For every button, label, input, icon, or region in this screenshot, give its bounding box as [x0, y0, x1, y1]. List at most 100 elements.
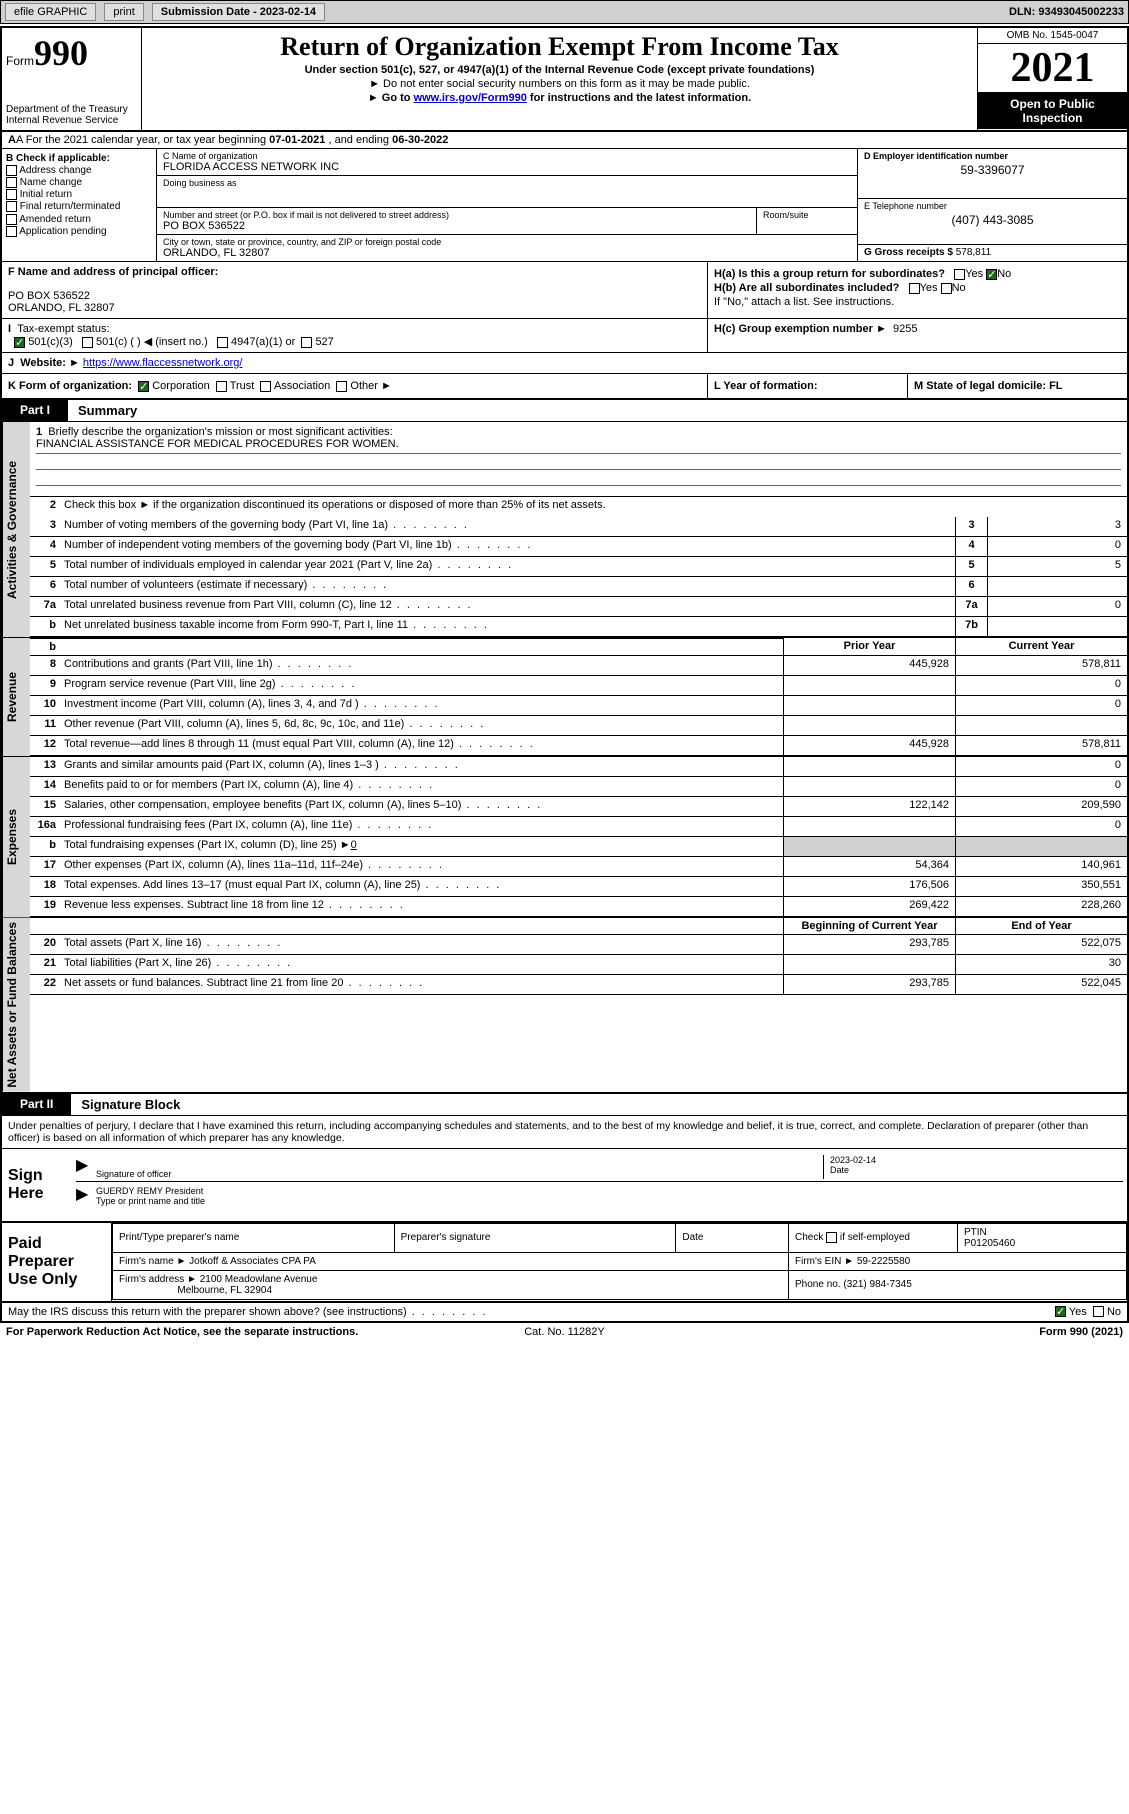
mission-blank2: [36, 470, 1121, 486]
chk-app-pending[interactable]: Application pending: [6, 226, 152, 237]
prior-value: 293,785: [783, 975, 955, 994]
line-text: Investment income (Part VIII, column (A)…: [60, 696, 783, 715]
hb-note: If "No," attach a list. See instructions…: [714, 296, 1121, 308]
prior-value: 122,142: [783, 797, 955, 816]
mission-block: 1 Briefly describe the organization's mi…: [30, 422, 1127, 497]
form-note-ssn: Do not enter social security numbers on …: [148, 78, 971, 90]
firm-phone: (321) 984-7345: [843, 1279, 911, 1290]
prior-value: [783, 696, 955, 715]
summary-line-11: 11Other revenue (Part VIII, column (A), …: [30, 716, 1127, 736]
begin-year-hdr: Beginning of Current Year: [783, 918, 955, 934]
current-value: 578,811: [955, 736, 1127, 755]
summary-line-18: 18Total expenses. Add lines 13–17 (must …: [30, 877, 1127, 897]
line-text: Benefits paid to or for members (Part IX…: [60, 777, 783, 796]
summary-line-16a: 16aProfessional fundraising fees (Part I…: [30, 817, 1127, 837]
chk-trust[interactable]: [216, 381, 227, 392]
line-text: Revenue less expenses. Subtract line 18 …: [60, 897, 783, 916]
chk-name-change[interactable]: Name change: [6, 177, 152, 188]
print-button[interactable]: print: [104, 3, 143, 21]
summary-line-12: 12Total revenue—add lines 8 through 11 (…: [30, 736, 1127, 756]
officer-name: GUERDY REMY President: [96, 1186, 203, 1196]
chk-501c3[interactable]: [14, 337, 25, 348]
form-990: Form990 Department of the Treasury Inter…: [0, 26, 1129, 1323]
prior-value: [783, 676, 955, 695]
chk-amended[interactable]: Amended return: [6, 214, 152, 225]
row-a-mid: , and ending: [325, 134, 392, 146]
header-center: Return of Organization Exempt From Incom…: [142, 28, 977, 130]
m-label: M State of legal domicile: FL: [914, 380, 1063, 392]
room-suite-label: Room/suite: [757, 208, 857, 234]
row-fh: F Name and address of principal officer:…: [2, 262, 1127, 319]
current-value: 0: [955, 676, 1127, 695]
mission-blank1: [36, 454, 1121, 470]
section-m: M State of legal domicile: FL: [907, 374, 1127, 398]
chk-501c[interactable]: [82, 337, 93, 348]
website-link[interactable]: https://www.flaccessnetwork.org/: [83, 357, 243, 369]
summary-expenses: Expenses 13Grants and similar amounts pa…: [2, 756, 1127, 917]
firm-addr2: Melbourne, FL 32904: [177, 1285, 272, 1296]
summary-governance: Activities & Governance 1 Briefly descri…: [2, 422, 1127, 637]
chk-initial-return[interactable]: Initial return: [6, 189, 152, 200]
prior-year-hdr: Prior Year: [783, 638, 955, 655]
prior-value: 54,364: [783, 857, 955, 876]
line-num: 22: [30, 975, 60, 994]
pra-notice: For Paperwork Reduction Act Notice, see …: [6, 1326, 378, 1338]
discuss-no[interactable]: [1093, 1306, 1104, 1317]
hb-no[interactable]: [941, 283, 952, 294]
line-text: Other revenue (Part VIII, column (A), li…: [60, 716, 783, 735]
vtab-net-assets: Net Assets or Fund Balances: [2, 918, 30, 1092]
line-text: Contributions and grants (Part VIII, lin…: [60, 656, 783, 675]
summary-revenue: Revenue b Prior Year Current Year 8Contr…: [2, 637, 1127, 756]
chk-other[interactable]: [336, 381, 347, 392]
hc-label: H(c) Group exemption number ►: [714, 323, 887, 335]
chk-self-employed[interactable]: [826, 1232, 837, 1243]
prior-value: [783, 817, 955, 836]
current-value: 350,551: [955, 877, 1127, 896]
line-text: Total number of volunteers (estimate if …: [60, 577, 955, 596]
col-b: B Check if applicable: Address change Na…: [2, 149, 157, 261]
sig-date-cell: 2023-02-14 Date: [823, 1155, 1123, 1179]
chk-assoc[interactable]: [260, 381, 271, 392]
current-value: 578,811: [955, 656, 1127, 675]
section-f: F Name and address of principal officer:…: [2, 262, 707, 318]
summary-line-16b: bTotal fundraising expenses (Part IX, co…: [30, 837, 1127, 857]
ha-no[interactable]: [986, 269, 997, 280]
line-text: Number of independent voting members of …: [60, 537, 955, 556]
ha-yes[interactable]: [954, 269, 965, 280]
chk-corp[interactable]: [138, 381, 149, 392]
summary-line-9: 9Program service revenue (Part VIII, lin…: [30, 676, 1127, 696]
chk-final-return[interactable]: Final return/terminated: [6, 201, 152, 212]
prior-value: 445,928: [783, 656, 955, 675]
group-exemption: 9255: [893, 323, 917, 335]
firm-ein: 59-2225580: [857, 1256, 910, 1267]
firm-name-cell: Firm's name ► Jotkoff & Associates CPA P…: [113, 1252, 789, 1270]
line-num: 18: [30, 877, 60, 896]
line-text: Other expenses (Part IX, column (A), lin…: [60, 857, 783, 876]
chk-4947[interactable]: [217, 337, 228, 348]
hb-yes[interactable]: [909, 283, 920, 294]
irs-label: Internal Revenue Service: [6, 115, 137, 126]
prep-selfemp: Check if self-employed: [789, 1223, 958, 1252]
line-box: 7b: [955, 617, 987, 636]
chk-address-change[interactable]: Address change: [6, 165, 152, 176]
line-num: 8: [30, 656, 60, 675]
line-num: 16a: [30, 817, 60, 836]
line-text: Total number of individuals employed in …: [60, 557, 955, 576]
vtab-revenue: Revenue: [2, 638, 30, 756]
phone-label: E Telephone number: [864, 201, 1121, 211]
dln: DLN: 93493045002233: [1009, 6, 1124, 18]
part1-header: Part I Summary: [2, 400, 1127, 422]
irs-link[interactable]: www.irs.gov/Form990: [414, 92, 527, 104]
page-footer: For Paperwork Reduction Act Notice, see …: [0, 1323, 1129, 1341]
ptin-value: P01205460: [964, 1238, 1015, 1249]
section-i: I Tax-exempt status: 501(c)(3) 501(c) ( …: [2, 319, 707, 352]
row-a-tax-year: AA For the 2021 calendar year, or tax ye…: [2, 132, 1127, 149]
discuss-yes[interactable]: [1055, 1306, 1066, 1317]
chk-527[interactable]: [301, 337, 312, 348]
section-h: H(a) Is this a group return for subordin…: [707, 262, 1127, 318]
preparer-table: Print/Type preparer's name Preparer's si…: [112, 1223, 1127, 1300]
discuss-label: May the IRS discuss this return with the…: [8, 1306, 488, 1318]
line-num: 3: [30, 517, 60, 536]
line-text: Salaries, other compensation, employee b…: [60, 797, 783, 816]
line-text: Net assets or fund balances. Subtract li…: [60, 975, 783, 994]
